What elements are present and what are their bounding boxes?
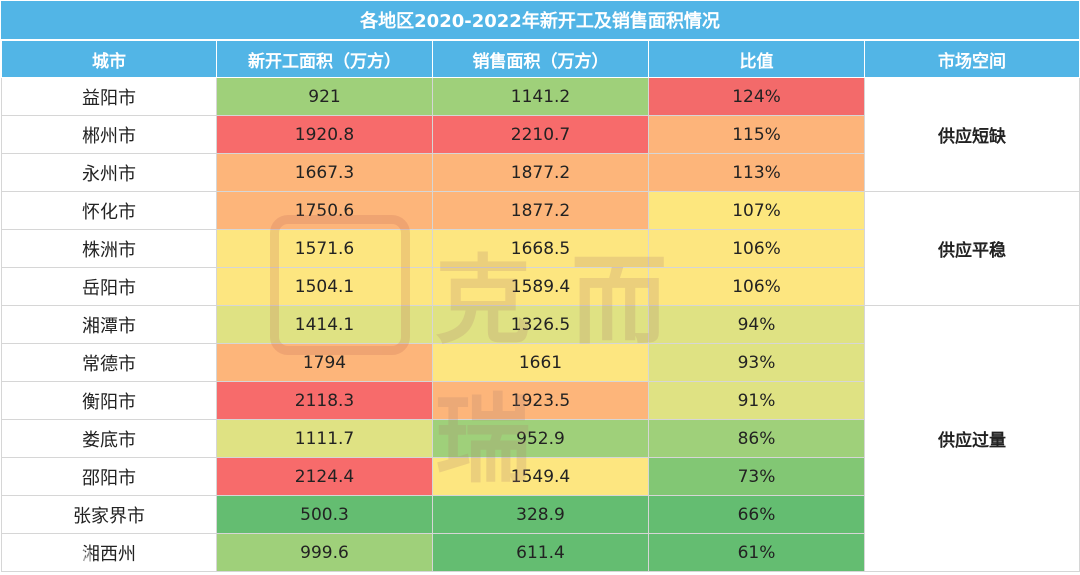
new-start-area-cell: 1794 bbox=[216, 343, 433, 382]
ratio-cell: 124% bbox=[648, 77, 865, 116]
new-start-area-cell: 1504.1 bbox=[216, 267, 433, 306]
city-cell: 湘西州 bbox=[1, 533, 217, 572]
market-space-cell: 供应短缺 bbox=[864, 77, 1080, 192]
city-cell: 娄底市 bbox=[1, 419, 217, 458]
new-start-area-cell: 1111.7 bbox=[216, 419, 433, 458]
header-row: 城市 新开工面积（万方） 销售面积（万方） 比值 市场空间 bbox=[1, 40, 1080, 78]
header-market-space: 市场空间 bbox=[864, 40, 1080, 78]
table-row: 怀化市 1750.6 1877.2 107% 供应平稳 bbox=[1, 191, 1080, 306]
header-city: 城市 bbox=[1, 40, 217, 78]
ratio-cell: 73% bbox=[648, 457, 865, 496]
new-start-area-cell: 1571.6 bbox=[216, 229, 433, 268]
ratio-cell: 113% bbox=[648, 153, 865, 192]
header-sales-area: 销售面积（万方） bbox=[432, 40, 649, 78]
city-cell: 湘潭市 bbox=[1, 305, 217, 344]
market-space-cell: 供应平稳 bbox=[864, 191, 1080, 306]
ratio-cell: 107% bbox=[648, 191, 865, 230]
ratio-cell: 94% bbox=[648, 305, 865, 344]
table-row: 湘西州 999.6 611.4 61% bbox=[1, 533, 1080, 572]
city-cell: 怀化市 bbox=[1, 191, 217, 230]
city-cell: 张家界市 bbox=[1, 495, 217, 534]
sales-area-cell: 2210.7 bbox=[432, 115, 649, 154]
sales-area-cell: 1549.4 bbox=[432, 457, 649, 496]
table-row: 株洲市 1571.6 1668.5 106% bbox=[1, 229, 1080, 268]
corner-logo-text: 大湖西州 bbox=[23, 548, 92, 569]
new-start-area-cell: 1414.1 bbox=[216, 305, 433, 344]
sales-area-cell: 1661 bbox=[432, 343, 649, 382]
table-title: 各地区2020-2022年新开工及销售面积情况 bbox=[1, 1, 1079, 39]
city-cell: 株洲市 bbox=[1, 229, 217, 268]
city-cell: 岳阳市 bbox=[1, 267, 217, 306]
city-cell: 永州市 bbox=[1, 153, 217, 192]
ratio-cell: 115% bbox=[648, 115, 865, 154]
table-row: 娄底市 1111.7 952.9 86% bbox=[1, 419, 1080, 458]
table-row: 张家界市 500.3 328.9 66% bbox=[1, 495, 1080, 534]
sales-area-cell: 1326.5 bbox=[432, 305, 649, 344]
table-row: 岳阳市 1504.1 1589.4 106% bbox=[1, 267, 1080, 306]
market-space-cell: 供应过量 bbox=[864, 305, 1080, 572]
ratio-cell: 61% bbox=[648, 533, 865, 572]
new-start-area-cell: 999.6 bbox=[216, 533, 433, 572]
new-start-area-cell: 921 bbox=[216, 77, 433, 116]
ratio-cell: 93% bbox=[648, 343, 865, 382]
ratio-cell: 86% bbox=[648, 419, 865, 458]
new-start-area-cell: 500.3 bbox=[216, 495, 433, 534]
sales-area-cell: 952.9 bbox=[432, 419, 649, 458]
sales-area-cell: 611.4 bbox=[432, 533, 649, 572]
city-cell: 常德市 bbox=[1, 343, 217, 382]
ratio-cell: 106% bbox=[648, 267, 865, 306]
sales-area-cell: 328.9 bbox=[432, 495, 649, 534]
table-row: 常德市 1794 1661 93% bbox=[1, 343, 1080, 382]
city-cell: 邵阳市 bbox=[1, 457, 217, 496]
new-start-area-cell: 2118.3 bbox=[216, 381, 433, 420]
table-row: 郴州市 1920.8 2210.7 115% bbox=[1, 115, 1080, 154]
ratio-cell: 66% bbox=[648, 495, 865, 534]
ratio-cell: 91% bbox=[648, 381, 865, 420]
city-cell: 衡阳市 bbox=[1, 381, 217, 420]
sales-area-cell: 1589.4 bbox=[432, 267, 649, 306]
new-start-area-cell: 1667.3 bbox=[216, 153, 433, 192]
table-row: 永州市 1667.3 1877.2 113% bbox=[1, 153, 1080, 192]
table-row: 衡阳市 2118.3 1923.5 91% bbox=[1, 381, 1080, 420]
new-start-area-cell: 2124.4 bbox=[216, 457, 433, 496]
new-start-area-cell: 1920.8 bbox=[216, 115, 433, 154]
weibo-logo-icon: ◎ bbox=[4, 545, 20, 567]
data-table: 城市 新开工面积（万方） 销售面积（万方） 比值 市场空间 益阳市 921 1141… bbox=[1, 40, 1080, 572]
table-row: 湘潭市 1414.1 1326.5 94% 供应过量 bbox=[1, 305, 1080, 572]
city-cell: 益阳市 bbox=[1, 77, 217, 116]
table-row: 益阳市 921 1141.2 124% 供应短缺 bbox=[1, 77, 1080, 192]
table-row: 邵阳市 2124.4 1549.4 73% bbox=[1, 457, 1080, 496]
city-cell: 郴州市 bbox=[1, 115, 217, 154]
header-ratio: 比值 bbox=[648, 40, 865, 78]
sales-area-cell: 1141.2 bbox=[432, 77, 649, 116]
ratio-cell: 106% bbox=[648, 229, 865, 268]
header-new-start-area: 新开工面积（万方） bbox=[216, 40, 433, 78]
corner-logo: ◎ 大湖西州 bbox=[4, 539, 114, 573]
sales-area-cell: 1668.5 bbox=[432, 229, 649, 268]
sales-area-cell: 1877.2 bbox=[432, 191, 649, 230]
sales-area-cell: 1877.2 bbox=[432, 153, 649, 192]
sales-area-cell: 1923.5 bbox=[432, 381, 649, 420]
new-start-area-cell: 1750.6 bbox=[216, 191, 433, 230]
